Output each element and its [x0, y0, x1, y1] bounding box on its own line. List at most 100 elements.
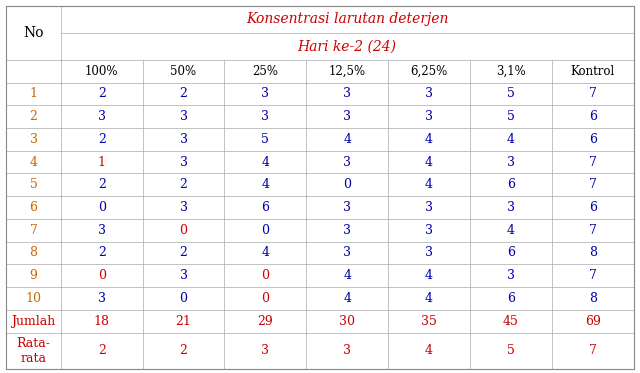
Text: 3: 3 [507, 201, 515, 214]
Text: 4: 4 [425, 269, 433, 282]
Text: 3: 3 [507, 269, 515, 282]
Text: Hari ke-2 (24): Hari ke-2 (24) [298, 39, 397, 53]
Text: 9: 9 [29, 269, 38, 282]
Text: 8: 8 [29, 247, 38, 260]
Text: 2: 2 [29, 110, 38, 123]
Text: 30: 30 [339, 315, 355, 328]
Text: 45: 45 [503, 315, 519, 328]
Text: 3: 3 [261, 110, 269, 123]
Text: 21: 21 [175, 315, 191, 328]
Text: 5: 5 [507, 110, 515, 123]
Text: Kontrol: Kontrol [571, 65, 615, 78]
Text: 12,5%: 12,5% [328, 65, 366, 78]
Text: 4: 4 [343, 269, 351, 282]
Text: 3: 3 [180, 156, 188, 169]
Text: 5: 5 [261, 133, 269, 146]
Text: 3: 3 [261, 344, 269, 357]
Text: 4: 4 [425, 292, 433, 305]
Text: 2: 2 [180, 247, 188, 260]
Text: 8: 8 [589, 292, 596, 305]
Text: 3: 3 [425, 224, 433, 237]
Text: 10: 10 [26, 292, 42, 305]
Text: 4: 4 [261, 156, 269, 169]
Text: 2: 2 [98, 344, 106, 357]
Text: 3: 3 [180, 110, 188, 123]
Text: 7: 7 [589, 178, 596, 191]
Text: 1: 1 [29, 87, 38, 100]
Text: 4: 4 [425, 178, 433, 191]
Text: 3: 3 [180, 201, 188, 214]
Text: 6: 6 [507, 178, 515, 191]
Text: 4: 4 [343, 133, 351, 146]
Text: 7: 7 [589, 156, 596, 169]
Text: 3: 3 [343, 156, 351, 169]
Text: 69: 69 [585, 315, 600, 328]
Text: 4: 4 [507, 133, 515, 146]
Text: 8: 8 [589, 247, 596, 260]
Text: 29: 29 [257, 315, 273, 328]
Text: 3: 3 [425, 87, 433, 100]
Text: Jumlah: Jumlah [12, 315, 56, 328]
Text: 1: 1 [98, 156, 106, 169]
Text: 3: 3 [180, 269, 188, 282]
Text: 5: 5 [507, 344, 515, 357]
Text: 4: 4 [343, 292, 351, 305]
Text: 7: 7 [589, 224, 596, 237]
Text: 3: 3 [507, 156, 515, 169]
Text: 2: 2 [180, 87, 188, 100]
Text: 4: 4 [425, 133, 433, 146]
Text: 6: 6 [29, 201, 38, 214]
Text: 3: 3 [343, 201, 351, 214]
Text: 2: 2 [98, 133, 106, 146]
Text: 3: 3 [98, 224, 106, 237]
Text: 2: 2 [98, 247, 106, 260]
Text: 6: 6 [507, 292, 515, 305]
Text: No: No [23, 26, 44, 40]
Text: 2: 2 [180, 178, 188, 191]
Text: 6: 6 [589, 133, 596, 146]
Text: 0: 0 [343, 178, 351, 191]
Text: 3: 3 [343, 247, 351, 260]
Text: 2: 2 [98, 87, 106, 100]
Text: 35: 35 [421, 315, 437, 328]
Text: 2: 2 [98, 178, 106, 191]
Text: 3: 3 [343, 344, 351, 357]
Text: 4: 4 [29, 156, 38, 169]
Text: 0: 0 [261, 224, 269, 237]
Text: 4: 4 [425, 156, 433, 169]
Text: 100%: 100% [85, 65, 118, 78]
Text: 4: 4 [261, 247, 269, 260]
Text: 0: 0 [98, 201, 106, 214]
Text: 6: 6 [507, 247, 515, 260]
Text: 4: 4 [261, 178, 269, 191]
Text: 7: 7 [589, 344, 596, 357]
Text: 3: 3 [425, 247, 433, 260]
Text: 3,1%: 3,1% [496, 65, 525, 78]
Text: 3: 3 [343, 87, 351, 100]
Text: 0: 0 [261, 292, 269, 305]
Text: 0: 0 [98, 269, 106, 282]
Text: 5: 5 [507, 87, 515, 100]
Text: 5: 5 [29, 178, 38, 191]
Text: 3: 3 [261, 87, 269, 100]
Text: 0: 0 [261, 269, 269, 282]
Text: 3: 3 [29, 133, 38, 146]
Text: 3: 3 [343, 110, 351, 123]
Text: 3: 3 [343, 224, 351, 237]
Text: 3: 3 [98, 292, 106, 305]
Text: 6: 6 [589, 110, 596, 123]
Text: 50%: 50% [170, 65, 196, 78]
Text: 7: 7 [29, 224, 38, 237]
Text: 0: 0 [180, 292, 188, 305]
Text: 18: 18 [93, 315, 109, 328]
Text: 4: 4 [507, 224, 515, 237]
Text: 3: 3 [180, 133, 188, 146]
Text: 6,25%: 6,25% [410, 65, 447, 78]
Text: 4: 4 [425, 344, 433, 357]
Text: 7: 7 [589, 87, 596, 100]
Text: 3: 3 [98, 110, 106, 123]
Text: 3: 3 [425, 110, 433, 123]
Text: 6: 6 [261, 201, 269, 214]
Text: Rata-
rata: Rata- rata [17, 337, 51, 365]
Text: 3: 3 [425, 201, 433, 214]
